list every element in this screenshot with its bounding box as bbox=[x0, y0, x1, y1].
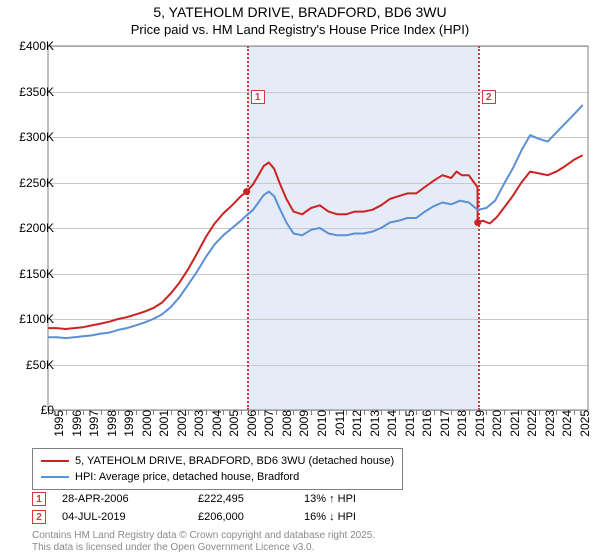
x-axis-label: 2011 bbox=[333, 410, 347, 444]
attribution-line1: Contains HM Land Registry data © Crown c… bbox=[32, 530, 375, 542]
sale-row-marker: 1 bbox=[32, 492, 46, 506]
title-block: 5, YATEHOLM DRIVE, BRADFORD, BD6 3WU Pri… bbox=[0, 0, 600, 37]
sale-price: £206,000 bbox=[198, 511, 288, 523]
plot-area: 12 bbox=[48, 46, 588, 410]
series-line bbox=[48, 105, 583, 338]
x-axis-label: 1995 bbox=[52, 410, 66, 444]
sale-marker-badge: 2 bbox=[482, 90, 496, 104]
title-subtitle: Price paid vs. HM Land Registry's House … bbox=[0, 22, 600, 37]
attribution-line2: This data is licensed under the Open Gov… bbox=[32, 542, 375, 554]
sale-date: 28-APR-2006 bbox=[62, 493, 182, 505]
y-axis-label: £250K bbox=[8, 176, 54, 190]
x-axis-label: 2005 bbox=[227, 410, 241, 444]
x-axis-label: 2025 bbox=[578, 410, 592, 444]
x-axis-label: 2014 bbox=[385, 410, 399, 444]
sale-point-dot bbox=[243, 188, 250, 195]
sale-row-marker: 2 bbox=[32, 510, 46, 524]
series-line bbox=[48, 155, 583, 329]
x-tick bbox=[276, 410, 277, 415]
y-axis-label: £400K bbox=[8, 39, 54, 53]
x-axis-label: 1997 bbox=[87, 410, 101, 444]
x-tick bbox=[311, 410, 312, 415]
x-axis-label: 2024 bbox=[560, 410, 574, 444]
x-axis-label: 2019 bbox=[473, 410, 487, 444]
sale-row: 2 04-JUL-2019 £206,000 16% ↓ HPI bbox=[32, 508, 414, 526]
x-axis-label: 2013 bbox=[368, 410, 382, 444]
series-svg bbox=[48, 46, 588, 410]
y-axis-label: £150K bbox=[8, 267, 54, 281]
x-axis-label: 2023 bbox=[543, 410, 557, 444]
x-axis-label: 2012 bbox=[350, 410, 364, 444]
y-axis-label: £300K bbox=[8, 130, 54, 144]
y-axis-label: £0 bbox=[8, 403, 54, 417]
legend-item: 5, YATEHOLM DRIVE, BRADFORD, BD6 3WU (de… bbox=[41, 453, 394, 469]
x-axis-label: 2018 bbox=[455, 410, 469, 444]
x-axis-label: 2003 bbox=[192, 410, 206, 444]
legend-swatch bbox=[41, 476, 69, 478]
x-axis-label: 2008 bbox=[280, 410, 294, 444]
x-tick bbox=[539, 410, 540, 415]
legend-label: HPI: Average price, detached house, Brad… bbox=[75, 471, 299, 483]
sale-price: £222,495 bbox=[198, 493, 288, 505]
x-axis-label: 2022 bbox=[525, 410, 539, 444]
sale-row: 1 28-APR-2006 £222,495 13% ↑ HPI bbox=[32, 490, 414, 508]
x-axis-label: 2001 bbox=[157, 410, 171, 444]
x-axis-label: 2017 bbox=[438, 410, 452, 444]
x-axis-label: 1999 bbox=[122, 410, 136, 444]
x-axis-label: 2007 bbox=[262, 410, 276, 444]
y-axis-label: £200K bbox=[8, 221, 54, 235]
sale-marker-badge: 1 bbox=[251, 90, 265, 104]
x-axis-label: 2004 bbox=[210, 410, 224, 444]
sales-table: 1 28-APR-2006 £222,495 13% ↑ HPI 2 04-JUL-201… bbox=[32, 490, 414, 526]
x-axis-label: 2010 bbox=[315, 410, 329, 444]
y-axis-label: £100K bbox=[8, 312, 54, 326]
sale-vs-hpi: 16% ↓ HPI bbox=[304, 511, 414, 523]
x-axis-label: 2016 bbox=[420, 410, 434, 444]
sale-date: 04-JUL-2019 bbox=[62, 511, 182, 523]
x-axis-label: 2015 bbox=[403, 410, 417, 444]
x-axis-label: 2020 bbox=[490, 410, 504, 444]
y-axis-label: £350K bbox=[8, 85, 54, 99]
sale-vs-hpi: 13% ↑ HPI bbox=[304, 493, 414, 505]
x-axis-label: 2009 bbox=[297, 410, 311, 444]
title-address: 5, YATEHOLM DRIVE, BRADFORD, BD6 3WU bbox=[0, 4, 600, 20]
y-axis-label: £50K bbox=[8, 358, 54, 372]
chart-container: 5, YATEHOLM DRIVE, BRADFORD, BD6 3WU Pri… bbox=[0, 0, 600, 560]
legend-label: 5, YATEHOLM DRIVE, BRADFORD, BD6 3WU (de… bbox=[75, 455, 394, 467]
legend: 5, YATEHOLM DRIVE, BRADFORD, BD6 3WU (de… bbox=[32, 448, 403, 490]
sale-point-dot bbox=[474, 219, 481, 226]
x-axis-label: 2002 bbox=[175, 410, 189, 444]
x-axis-label: 2021 bbox=[508, 410, 522, 444]
x-axis-label: 2000 bbox=[140, 410, 154, 444]
legend-swatch bbox=[41, 460, 69, 462]
x-axis-label: 1998 bbox=[105, 410, 119, 444]
x-tick bbox=[574, 410, 575, 415]
x-axis-label: 2006 bbox=[245, 410, 259, 444]
legend-item: HPI: Average price, detached house, Brad… bbox=[41, 469, 394, 485]
x-axis-label: 1996 bbox=[70, 410, 84, 444]
attribution: Contains HM Land Registry data © Crown c… bbox=[32, 530, 375, 554]
